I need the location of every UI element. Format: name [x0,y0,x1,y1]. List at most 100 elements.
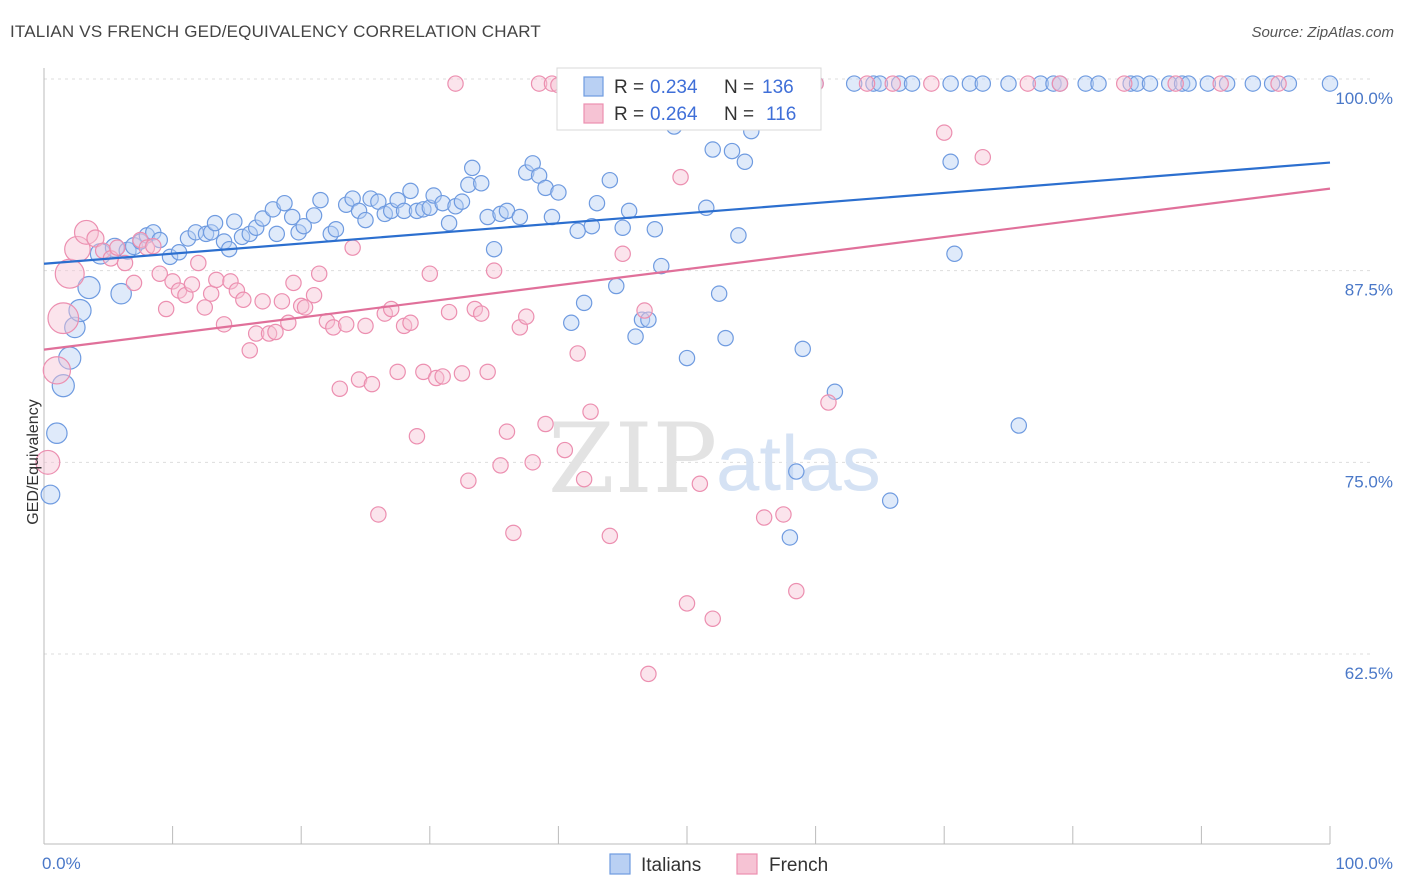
french-point-15 [151,265,168,282]
italians-point-42 [350,202,368,220]
french-point-70 [505,524,522,542]
italians-point-62 [479,208,496,226]
french-point-65 [472,305,490,322]
italians-point-33 [283,208,301,226]
french-point-81 [575,470,593,488]
x-tick-label-right: 100.0% [1335,854,1393,873]
french-point-52 [389,363,406,381]
french-point-33 [267,323,284,341]
french-point-14 [145,237,162,255]
french-point-106 [884,75,902,92]
series-french-points [35,75,1287,683]
italians-point-116 [1010,417,1028,434]
french-point-101 [775,506,792,523]
french-point-40 [310,265,328,282]
italians-point-22 [206,214,224,232]
axes [43,68,1331,845]
y-axis-label: GED/Equivalency [25,399,42,524]
french-point-115 [1270,75,1287,92]
y-tick-label-1: 87.5% [1345,281,1393,300]
italians-point-6 [77,275,101,300]
italians-trend-line [43,161,1331,265]
source-label: Source: ZipAtlas.com [1251,24,1394,41]
italians-point-123 [1128,75,1146,92]
french-point-46 [350,371,368,388]
italians-point-92 [704,141,721,158]
french-point-96 [704,610,721,627]
french-point-89 [636,302,653,319]
french-point-38 [296,299,314,316]
italians-point-35 [295,217,313,235]
italians-point-0 [40,484,61,505]
french-point-80 [569,345,586,362]
french-point-43 [331,380,349,397]
italians-point-89 [678,349,696,367]
french-point-74 [530,75,548,92]
italians-point-67 [517,164,535,181]
italians-point-73 [563,314,580,332]
italians-point-80 [614,219,631,236]
french-point-26 [222,273,239,290]
italians-point-28 [247,219,265,236]
french-point-20 [183,276,201,293]
french-point-90 [640,665,657,683]
french-point-51 [382,300,400,318]
bottom-legend-swatch-italians [609,853,631,875]
italians-point-102 [788,463,805,480]
italians-point-101 [781,529,799,546]
legend-swatch-italians [583,76,604,97]
italians-point-53 [421,199,439,217]
french-point-113 [1167,75,1184,92]
italians-point-110 [903,75,921,92]
italians-point-97 [736,153,754,171]
italians-point-27 [241,225,259,243]
french-point-114 [1212,75,1229,92]
italians-point-107 [865,75,882,92]
italians-point-78 [601,171,619,189]
italians-point-85 [646,221,664,238]
french-point-78 [556,441,574,459]
french-point-87 [614,245,631,263]
french-point-21 [190,254,207,272]
french-point-32 [260,325,278,342]
french-point-2 [47,302,80,335]
italians-point-50 [402,182,419,200]
y-tick-label-2: 75.0% [1345,472,1393,491]
legend-swatch-french [583,103,604,124]
italians-point-2 [51,374,75,398]
grid-lines [44,78,1370,655]
french-point-39 [305,286,323,304]
french-point-93 [672,168,689,186]
italians-point-94 [717,329,734,347]
italians-point-56 [440,214,458,232]
french-point-11 [125,274,143,292]
italians-point-31 [268,225,286,243]
french-point-94 [678,595,696,612]
italians-point-55 [434,194,451,212]
italians-point-9 [110,282,132,305]
bottom-legend-label-french: French [769,855,828,876]
italians-point-126 [1173,75,1191,92]
italians-point-122 [1122,75,1139,92]
french-point-28 [235,291,252,309]
italians-point-106 [845,75,863,92]
italians-point-70 [537,179,554,197]
italians-point-133 [1321,75,1339,92]
french-point-44 [337,316,355,333]
italians-point-108 [871,75,889,92]
french-point-59 [434,368,451,385]
french-point-95 [691,475,709,493]
french-point-22 [196,299,214,316]
italians-point-15 [151,231,168,249]
italians-point-84 [640,311,657,328]
french-point-102 [788,582,805,600]
french-point-24 [208,271,225,289]
french-point-85 [601,527,619,545]
french-point-31 [254,293,271,310]
french-point-42 [325,319,342,336]
french-point-62 [453,365,471,382]
french-point-63 [460,472,477,489]
y-tick-labels: 100.0% 87.5% 75.0% 62.5% [1335,89,1393,683]
italians-point-121 [1090,75,1107,92]
italians-point-29 [254,210,271,227]
